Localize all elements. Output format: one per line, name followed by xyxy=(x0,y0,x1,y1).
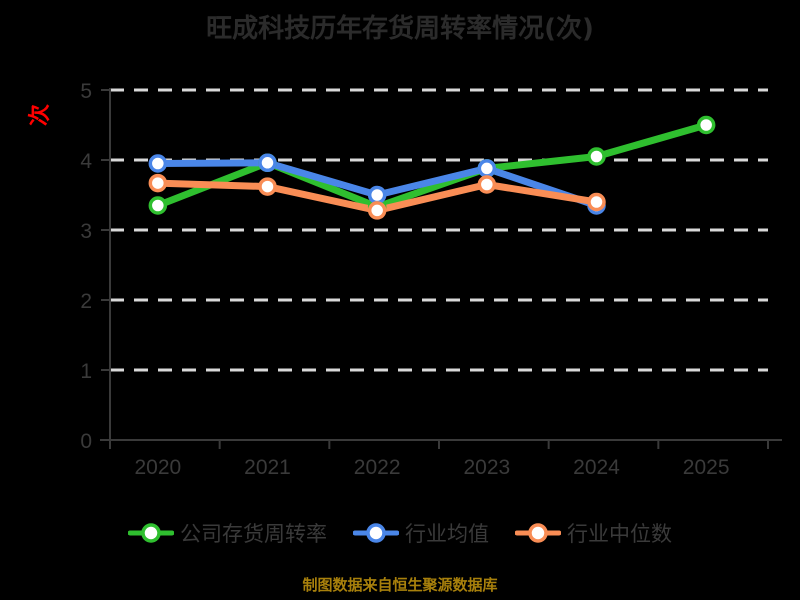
data-point[interactable] xyxy=(477,175,497,194)
legend-item[interactable]: 行业中位数 xyxy=(515,518,672,548)
x-tick-label: 2021 xyxy=(244,456,291,479)
data-point[interactable] xyxy=(148,196,168,215)
legend-marker-icon xyxy=(515,523,561,543)
x-tick-label: 2022 xyxy=(354,456,401,479)
y-tick-label: 0 xyxy=(80,430,92,453)
data-series xyxy=(148,115,716,220)
series-line xyxy=(154,121,710,211)
x-tick-label: 2023 xyxy=(463,456,510,479)
axis-lines xyxy=(100,88,782,441)
chart-legend: 公司存货周转率 行业均值 行业中位数 xyxy=(0,518,800,548)
legend-marker-icon xyxy=(128,523,174,543)
x-tick-label: 2024 xyxy=(573,456,620,479)
y-tick-label: 2 xyxy=(80,290,92,313)
legend-label: 行业中位数 xyxy=(567,522,672,546)
legend-item[interactable]: 公司存货周转率 xyxy=(128,518,327,548)
data-point[interactable] xyxy=(258,177,277,196)
data-point[interactable] xyxy=(367,201,387,220)
data-point[interactable] xyxy=(258,153,277,173)
legend-marker-icon xyxy=(353,523,399,543)
y-tick-label: 3 xyxy=(80,220,92,243)
data-point[interactable] xyxy=(148,173,168,193)
y-axis-ticks: 0 1 2 3 4 5 xyxy=(80,80,110,453)
legend-item[interactable]: 行业均值 xyxy=(353,518,489,548)
legend-label: 行业均值 xyxy=(405,522,489,546)
y-tick-label: 4 xyxy=(80,150,92,173)
data-point[interactable] xyxy=(587,147,606,166)
data-point[interactable] xyxy=(477,159,497,178)
data-point[interactable] xyxy=(696,115,716,135)
x-tick-label: 2020 xyxy=(134,456,181,479)
x-tick-label: 2025 xyxy=(683,456,730,479)
legend-label: 公司存货周转率 xyxy=(180,522,327,546)
data-point[interactable] xyxy=(367,185,387,205)
y-tick-label: 1 xyxy=(80,360,92,383)
chart-title: 旺成科技历年存货周转率情况(次) xyxy=(206,14,594,44)
data-point[interactable] xyxy=(587,192,606,212)
data-point[interactable] xyxy=(148,154,168,173)
footer-source-note: 制图数据来自恒生聚源数据库 xyxy=(302,576,498,594)
x-axis-ticks: 2020 2021 2022 2023 2024 2025 xyxy=(109,440,769,479)
y-tick-label: 5 xyxy=(80,80,92,103)
